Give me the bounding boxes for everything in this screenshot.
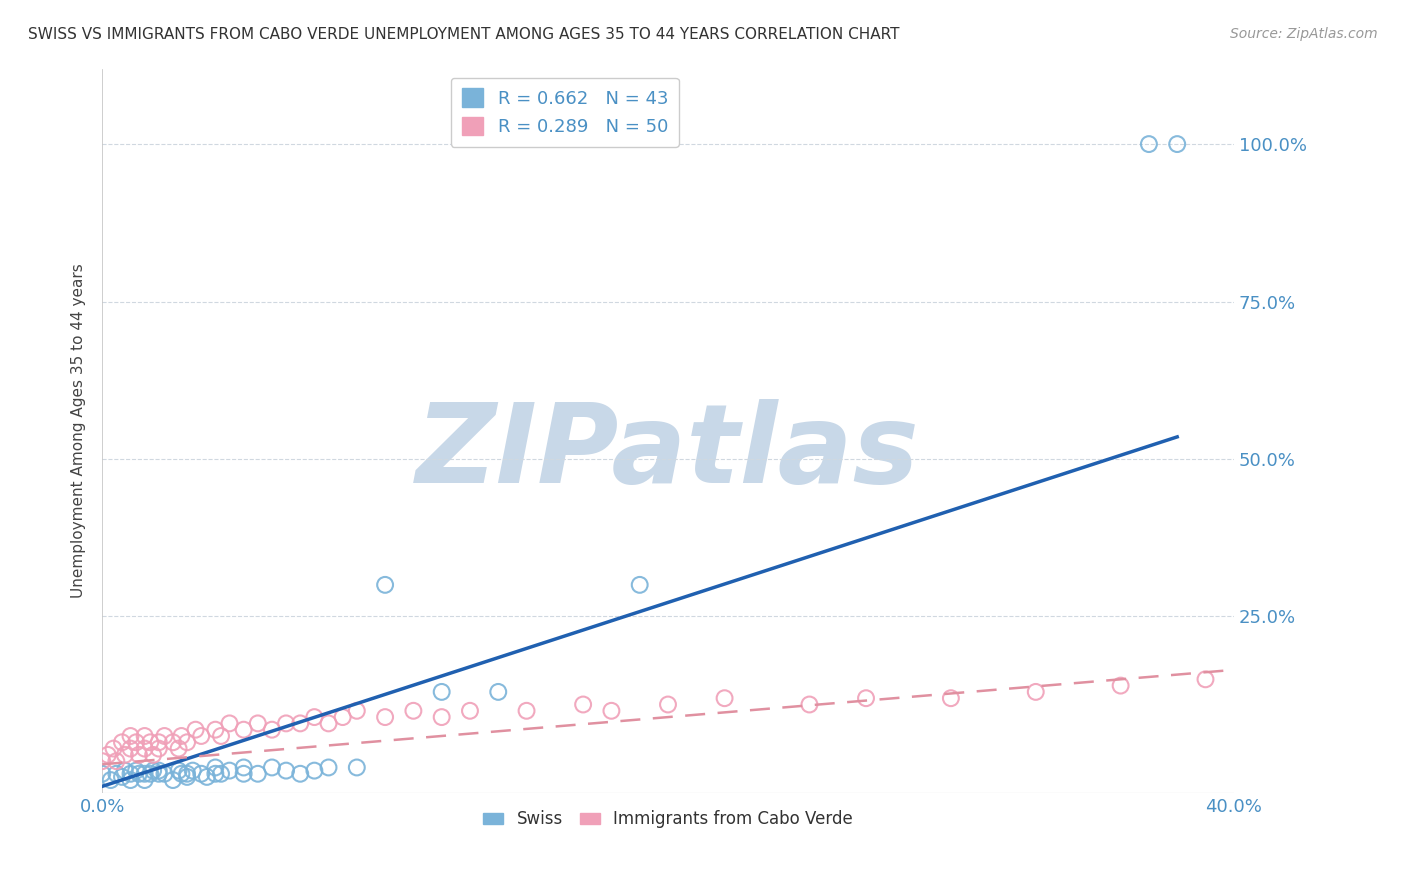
Point	[260, 723, 283, 737]
Point	[855, 691, 877, 706]
Point	[290, 716, 312, 731]
Point	[128, 766, 150, 780]
Point	[190, 766, 212, 780]
Point	[148, 764, 170, 778]
Point	[799, 698, 821, 712]
Point	[458, 704, 481, 718]
Point	[190, 729, 212, 743]
Text: Source: ZipAtlas.com: Source: ZipAtlas.com	[1230, 27, 1378, 41]
Point	[120, 741, 142, 756]
Point	[105, 766, 128, 780]
Point	[114, 764, 136, 778]
Point	[162, 773, 184, 788]
Point	[232, 766, 254, 780]
Y-axis label: Unemployment Among Ages 35 to 44 years: Unemployment Among Ages 35 to 44 years	[72, 263, 86, 598]
Point	[134, 773, 156, 788]
Point	[274, 716, 297, 731]
Point	[125, 764, 148, 778]
Point	[402, 704, 425, 718]
Point	[176, 766, 198, 780]
Point	[134, 766, 156, 780]
Point	[1109, 679, 1132, 693]
Point	[1166, 137, 1188, 152]
Point	[184, 723, 207, 737]
Point	[103, 741, 125, 756]
Point	[120, 729, 142, 743]
Point	[939, 691, 962, 706]
Point	[111, 735, 134, 749]
Point	[128, 747, 150, 762]
Point	[153, 766, 176, 780]
Point	[1137, 137, 1160, 152]
Point	[346, 760, 368, 774]
Point	[167, 764, 190, 778]
Point	[232, 760, 254, 774]
Point	[153, 729, 176, 743]
Point	[657, 698, 679, 712]
Point	[176, 770, 198, 784]
Point	[204, 723, 226, 737]
Point	[209, 729, 232, 743]
Point	[170, 729, 193, 743]
Point	[120, 773, 142, 788]
Point	[318, 760, 340, 774]
Point	[125, 735, 148, 749]
Point	[148, 735, 170, 749]
Point	[204, 766, 226, 780]
Point	[374, 710, 396, 724]
Point	[134, 729, 156, 743]
Point	[430, 710, 453, 724]
Point	[170, 766, 193, 780]
Text: ZIPatlas: ZIPatlas	[416, 399, 920, 506]
Point	[430, 685, 453, 699]
Point	[91, 754, 114, 768]
Text: SWISS VS IMMIGRANTS FROM CABO VERDE UNEMPLOYMENT AMONG AGES 35 TO 44 YEARS CORRE: SWISS VS IMMIGRANTS FROM CABO VERDE UNEM…	[28, 27, 900, 42]
Point	[332, 710, 354, 724]
Point	[139, 766, 162, 780]
Point	[142, 747, 165, 762]
Point	[114, 747, 136, 762]
Point	[148, 766, 170, 780]
Point	[195, 770, 218, 784]
Point	[246, 716, 269, 731]
Point	[97, 747, 120, 762]
Point	[167, 741, 190, 756]
Point	[318, 716, 340, 731]
Point	[142, 764, 165, 778]
Point	[91, 766, 114, 780]
Legend: Swiss, Immigrants from Cabo Verde: Swiss, Immigrants from Cabo Verde	[477, 804, 859, 835]
Point	[1025, 685, 1047, 699]
Point	[218, 716, 240, 731]
Point	[600, 704, 623, 718]
Point	[346, 704, 368, 718]
Point	[218, 764, 240, 778]
Point	[260, 760, 283, 774]
Point	[134, 741, 156, 756]
Point	[139, 735, 162, 749]
Point	[486, 685, 509, 699]
Point	[304, 710, 326, 724]
Point	[516, 704, 538, 718]
Point	[100, 773, 122, 788]
Point	[209, 766, 232, 780]
Point	[232, 723, 254, 737]
Point	[628, 578, 651, 592]
Point	[120, 766, 142, 780]
Point	[181, 764, 204, 778]
Point	[290, 766, 312, 780]
Point	[105, 754, 128, 768]
Point	[713, 691, 735, 706]
Point	[204, 760, 226, 774]
Point	[162, 735, 184, 749]
Point	[111, 770, 134, 784]
Point	[304, 764, 326, 778]
Point	[374, 578, 396, 592]
Point	[246, 766, 269, 780]
Point	[572, 698, 595, 712]
Point	[148, 741, 170, 756]
Point	[176, 735, 198, 749]
Point	[274, 764, 297, 778]
Point	[1194, 673, 1216, 687]
